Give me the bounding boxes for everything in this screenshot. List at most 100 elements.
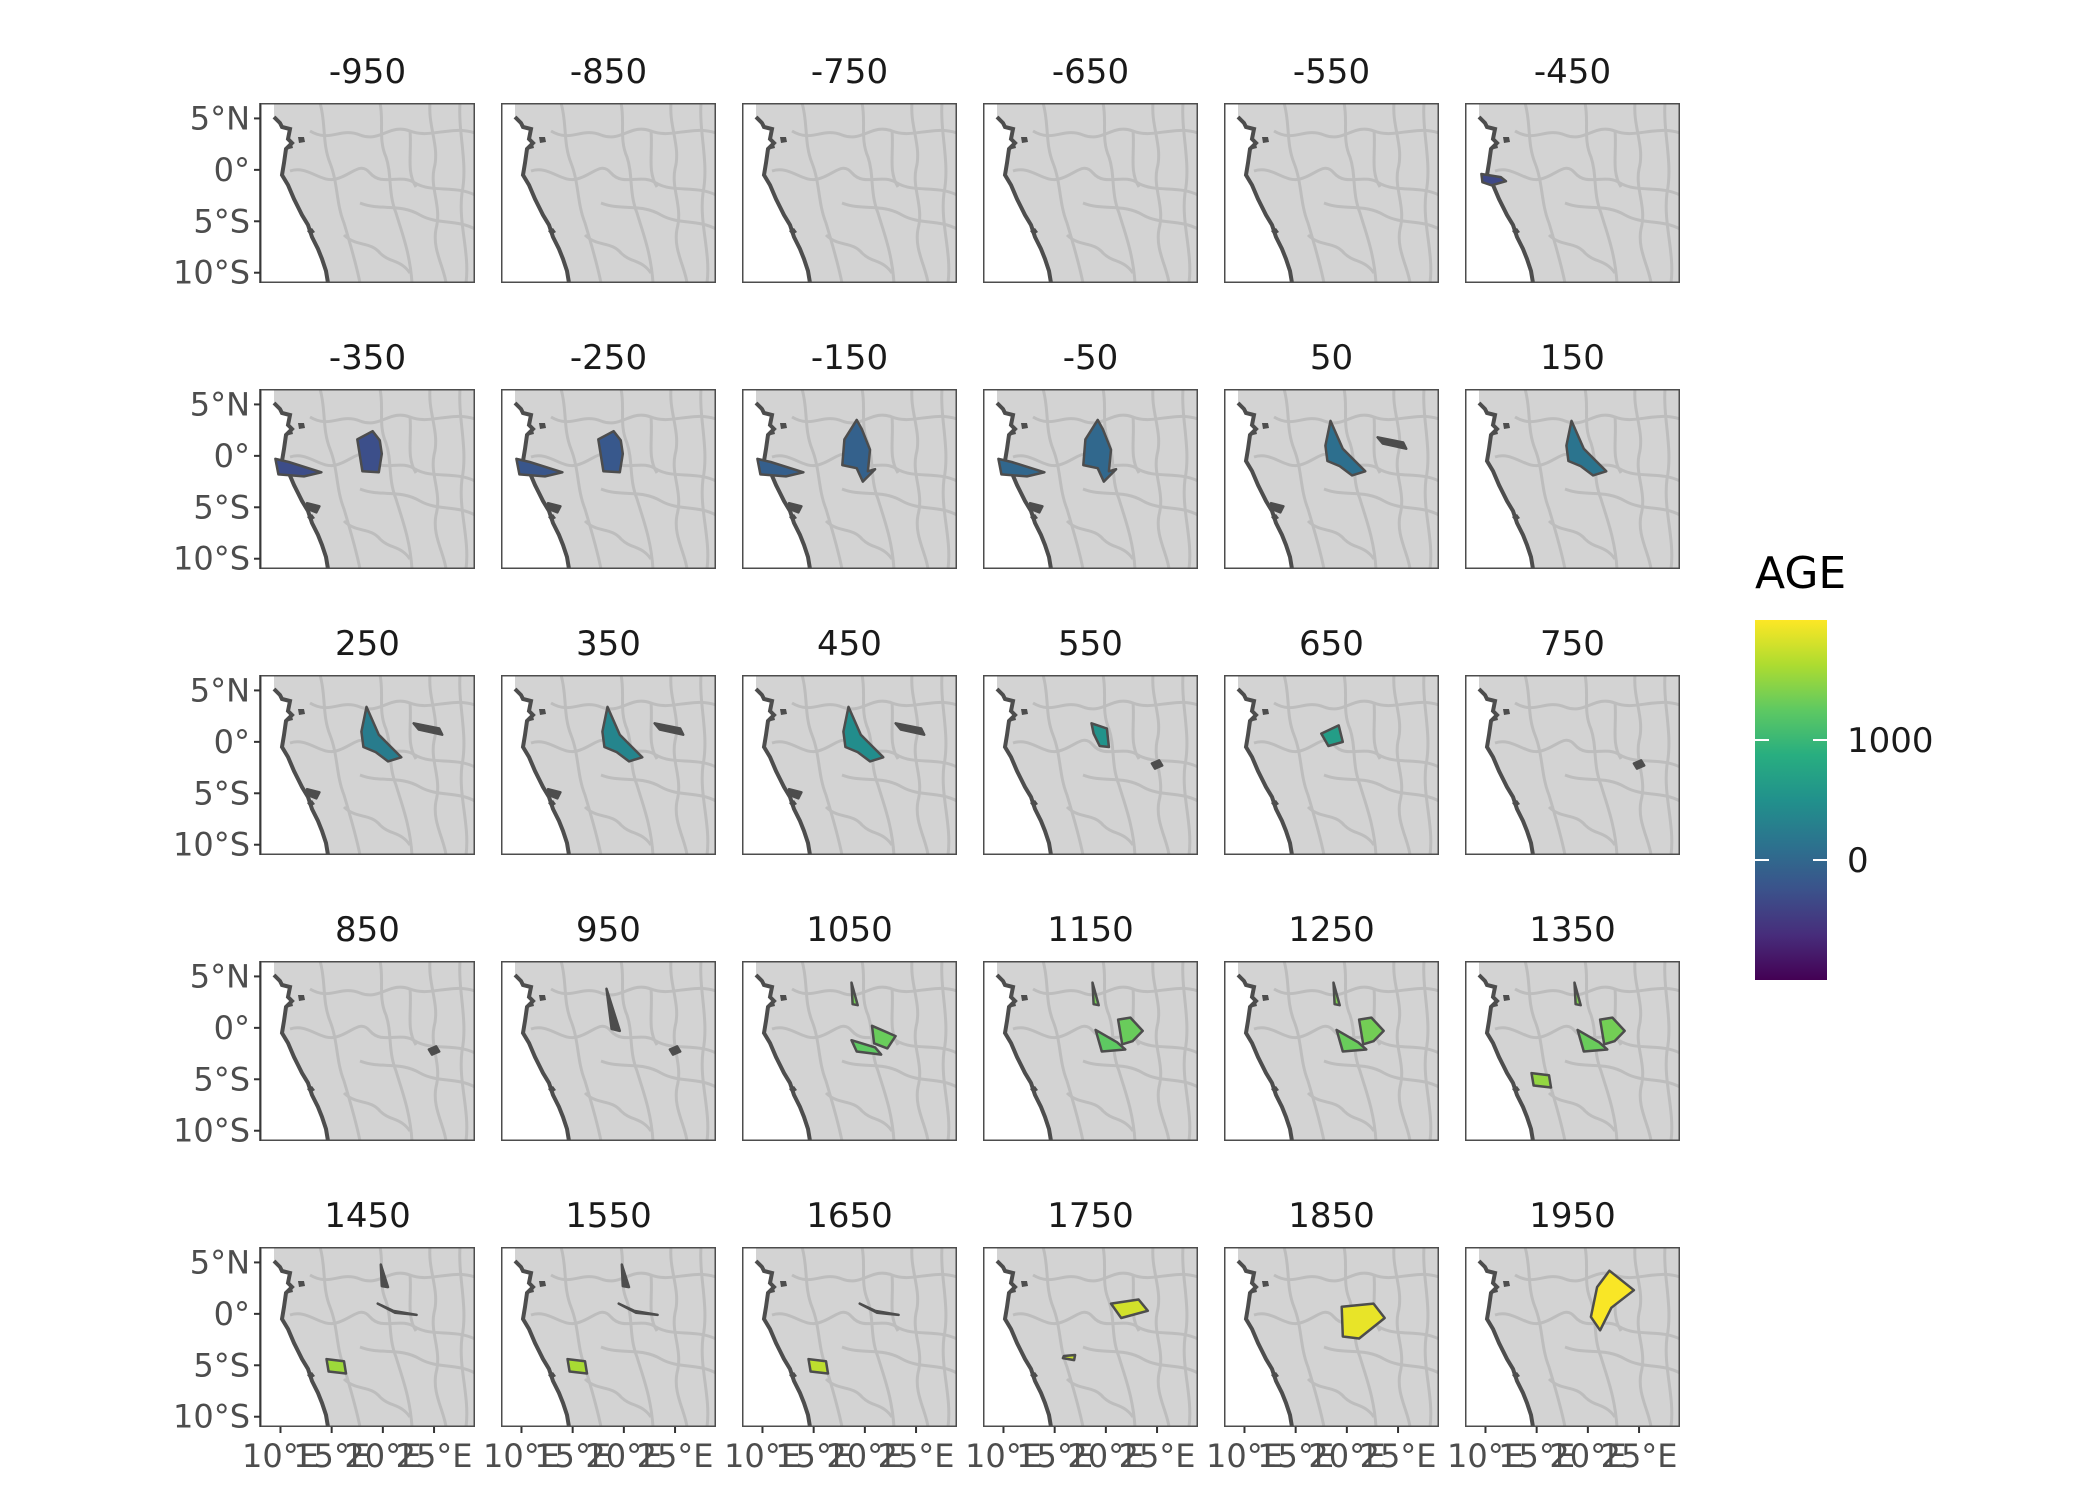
river-line bbox=[1583, 1247, 1619, 1427]
facet-title: -650 bbox=[1052, 52, 1129, 92]
x-tick-label: 25°E bbox=[1119, 1437, 1196, 1475]
island-mark bbox=[1503, 137, 1510, 143]
river-line bbox=[1323, 773, 1439, 803]
river-line bbox=[1547, 233, 1617, 274]
island-mark bbox=[1503, 423, 1510, 429]
island-mark bbox=[1512, 514, 1520, 521]
river-line bbox=[1392, 389, 1412, 569]
island-mark bbox=[539, 1281, 546, 1287]
facet-850: 850 5°N 0° 5°S 10°S bbox=[173, 910, 475, 1150]
y-tick-label: 5°N bbox=[190, 957, 250, 995]
age-region bbox=[515, 457, 564, 478]
river-line bbox=[1564, 773, 1680, 803]
river-line bbox=[800, 1247, 844, 1427]
facet-950: 950 bbox=[501, 910, 716, 1141]
river-line bbox=[1282, 103, 1326, 283]
river-line bbox=[1273, 127, 1439, 139]
x-tick-label: 10°E bbox=[483, 1437, 560, 1475]
age-region bbox=[427, 1045, 441, 1056]
panel-border bbox=[742, 389, 957, 569]
river-line bbox=[1101, 389, 1137, 569]
age-region bbox=[786, 787, 803, 800]
facet-50: 50 bbox=[1224, 338, 1439, 569]
island-mark bbox=[1271, 800, 1279, 807]
panel-border bbox=[1465, 1247, 1680, 1427]
facet--350: -350 5°N 0° 5°S 10°S bbox=[173, 338, 475, 578]
facet-1850: 1850 10°E15°E20°E25°E bbox=[1206, 1196, 1439, 1475]
river-line bbox=[1613, 416, 1623, 474]
island-mark bbox=[548, 514, 556, 521]
river-line bbox=[1041, 1247, 1085, 1427]
facet-title: -350 bbox=[329, 338, 406, 378]
river-line bbox=[1151, 389, 1171, 569]
y-tick-label: 10°S bbox=[173, 1112, 250, 1150]
island-mark bbox=[548, 228, 556, 235]
island-mark bbox=[529, 1288, 534, 1293]
river-line bbox=[1306, 1377, 1376, 1418]
island-mark bbox=[1271, 1372, 1279, 1379]
river-line bbox=[1523, 675, 1567, 855]
river-line bbox=[458, 675, 469, 855]
river-line bbox=[1392, 103, 1412, 283]
age-region bbox=[1027, 501, 1044, 514]
river-line bbox=[342, 1091, 412, 1132]
island-mark bbox=[770, 144, 775, 149]
river-line bbox=[1151, 1247, 1171, 1427]
y-tick-label: 0° bbox=[214, 723, 250, 761]
river-line bbox=[1306, 805, 1376, 846]
x-tick-label: 15°E bbox=[1257, 1437, 1334, 1475]
river-line bbox=[619, 103, 655, 283]
river-line bbox=[428, 675, 448, 855]
facet-title: -550 bbox=[1293, 52, 1370, 92]
river-line bbox=[1583, 675, 1619, 855]
island-mark bbox=[1512, 1086, 1520, 1093]
river-line bbox=[1181, 389, 1192, 569]
age-region bbox=[412, 722, 444, 736]
river-line bbox=[342, 1377, 412, 1418]
coastline bbox=[1477, 1259, 1535, 1427]
river-line bbox=[1547, 1091, 1617, 1132]
river-line bbox=[359, 201, 475, 231]
river-line bbox=[1564, 1345, 1680, 1375]
river-line bbox=[841, 1345, 957, 1375]
age-region bbox=[1268, 501, 1285, 514]
coastline bbox=[1236, 1259, 1294, 1427]
island-mark bbox=[288, 144, 293, 149]
coastline bbox=[513, 687, 571, 855]
river-line bbox=[1547, 519, 1617, 560]
island-mark bbox=[780, 995, 787, 1001]
island-mark bbox=[780, 1281, 787, 1287]
age-region bbox=[668, 1045, 682, 1056]
legend-title: AGE bbox=[1755, 548, 1846, 599]
river-line bbox=[1273, 1271, 1439, 1283]
river-line bbox=[458, 389, 469, 569]
island-mark bbox=[1011, 1002, 1016, 1007]
island-mark bbox=[298, 1281, 305, 1287]
age-region bbox=[1090, 722, 1111, 749]
coastline bbox=[513, 115, 571, 283]
y-tick-label: 5°S bbox=[193, 774, 250, 812]
river-line bbox=[940, 1247, 951, 1427]
river-line bbox=[1663, 103, 1674, 283]
river-line bbox=[1583, 103, 1619, 283]
island-mark bbox=[298, 137, 305, 143]
island-mark bbox=[548, 1372, 556, 1379]
river-line bbox=[669, 389, 689, 569]
legend-colorbar bbox=[1755, 620, 1827, 980]
coastline bbox=[272, 115, 330, 283]
facet-title: 1150 bbox=[1047, 910, 1134, 950]
river-line bbox=[458, 961, 469, 1141]
facet-title: -850 bbox=[570, 52, 647, 92]
river-line bbox=[1564, 487, 1680, 517]
island-mark bbox=[298, 709, 305, 715]
x-tick-label: 20°E bbox=[1549, 1437, 1626, 1475]
facet-title: 550 bbox=[1058, 624, 1123, 664]
coastline bbox=[995, 115, 1053, 283]
island-mark bbox=[1493, 716, 1498, 721]
x-tick-label: 25°E bbox=[396, 1437, 473, 1475]
facet--950: -950 5°N 0° 5°S 10°S bbox=[173, 52, 475, 292]
facet-250: 250 5°N 0° 5°S 10°S bbox=[173, 624, 475, 864]
river-line bbox=[408, 416, 418, 474]
facet-title: -450 bbox=[1534, 52, 1611, 92]
age-region bbox=[1116, 1016, 1144, 1046]
